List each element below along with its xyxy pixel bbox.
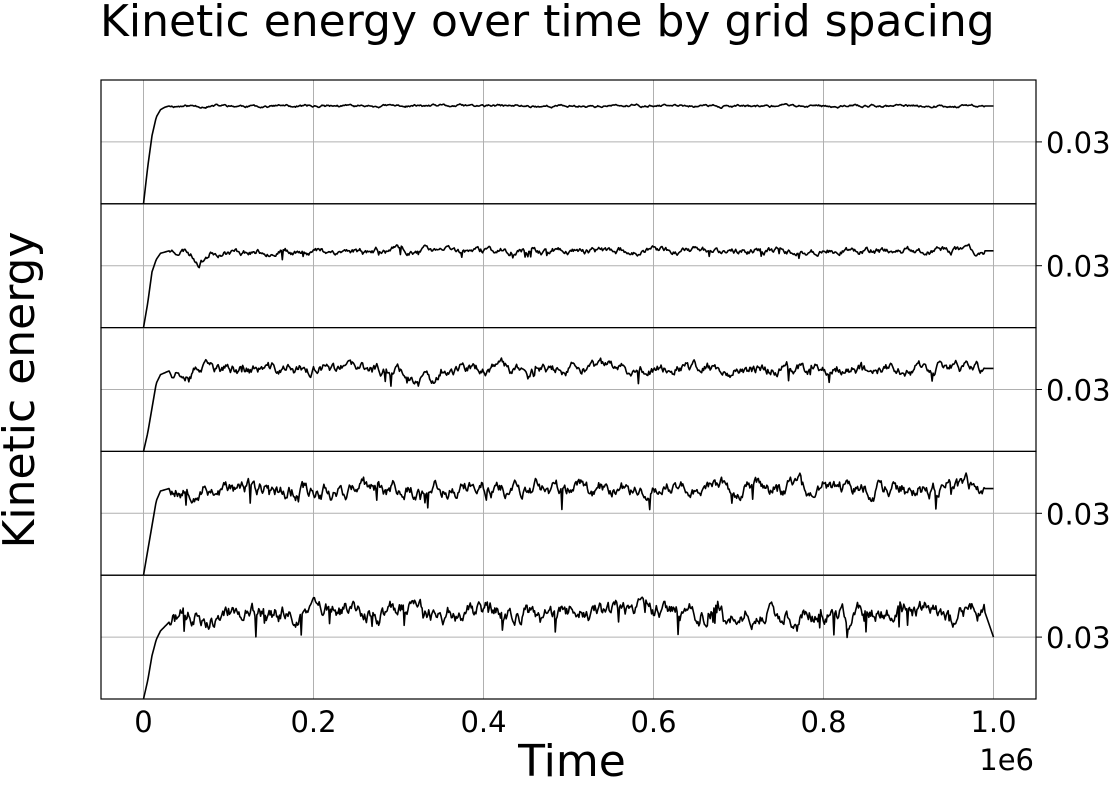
panel-5: 0.03 (100, 574, 1111, 700)
x-tick-label: 0.8 (800, 705, 846, 739)
x-tick-label: 0.2 (290, 705, 336, 739)
series-line-2 (142, 243, 994, 328)
panels: 0.03 0.03 0.03 0.03 0.03 (100, 79, 1111, 700)
x-offset-label: 1e6 (979, 743, 1034, 777)
y-tick-label: 0.03 (1046, 497, 1111, 531)
chart-title: Kinetic energy over time by grid spacing (100, 0, 995, 47)
panel-3: 0.03 (100, 327, 1111, 453)
series-line-5 (142, 596, 995, 700)
y-tick-label: 0.03 (1046, 250, 1111, 284)
series-line-4 (142, 472, 994, 576)
panel-4: 0.03 (100, 450, 1111, 576)
y-tick-label: 0.03 (1046, 374, 1111, 408)
panel-1: 0.03 (100, 79, 1111, 205)
x-tick-label: 0 (134, 705, 152, 739)
x-tick-label: 0.4 (460, 705, 506, 739)
y-axis-label: Kinetic energy (0, 231, 45, 548)
panel-2: 0.03 (100, 203, 1111, 329)
series-line-3 (142, 357, 994, 452)
x-tick-label: 0.6 (630, 705, 676, 739)
x-tick-labels: 0 0.2 0.4 0.6 0.8 1.0 (134, 705, 1016, 739)
y-tick-label: 0.03 (1046, 621, 1111, 655)
series-line-1 (142, 103, 994, 204)
x-axis-label: Time (517, 736, 626, 785)
y-tick-label: 0.03 (1046, 126, 1111, 160)
x-tick-label: 1.0 (970, 705, 1016, 739)
